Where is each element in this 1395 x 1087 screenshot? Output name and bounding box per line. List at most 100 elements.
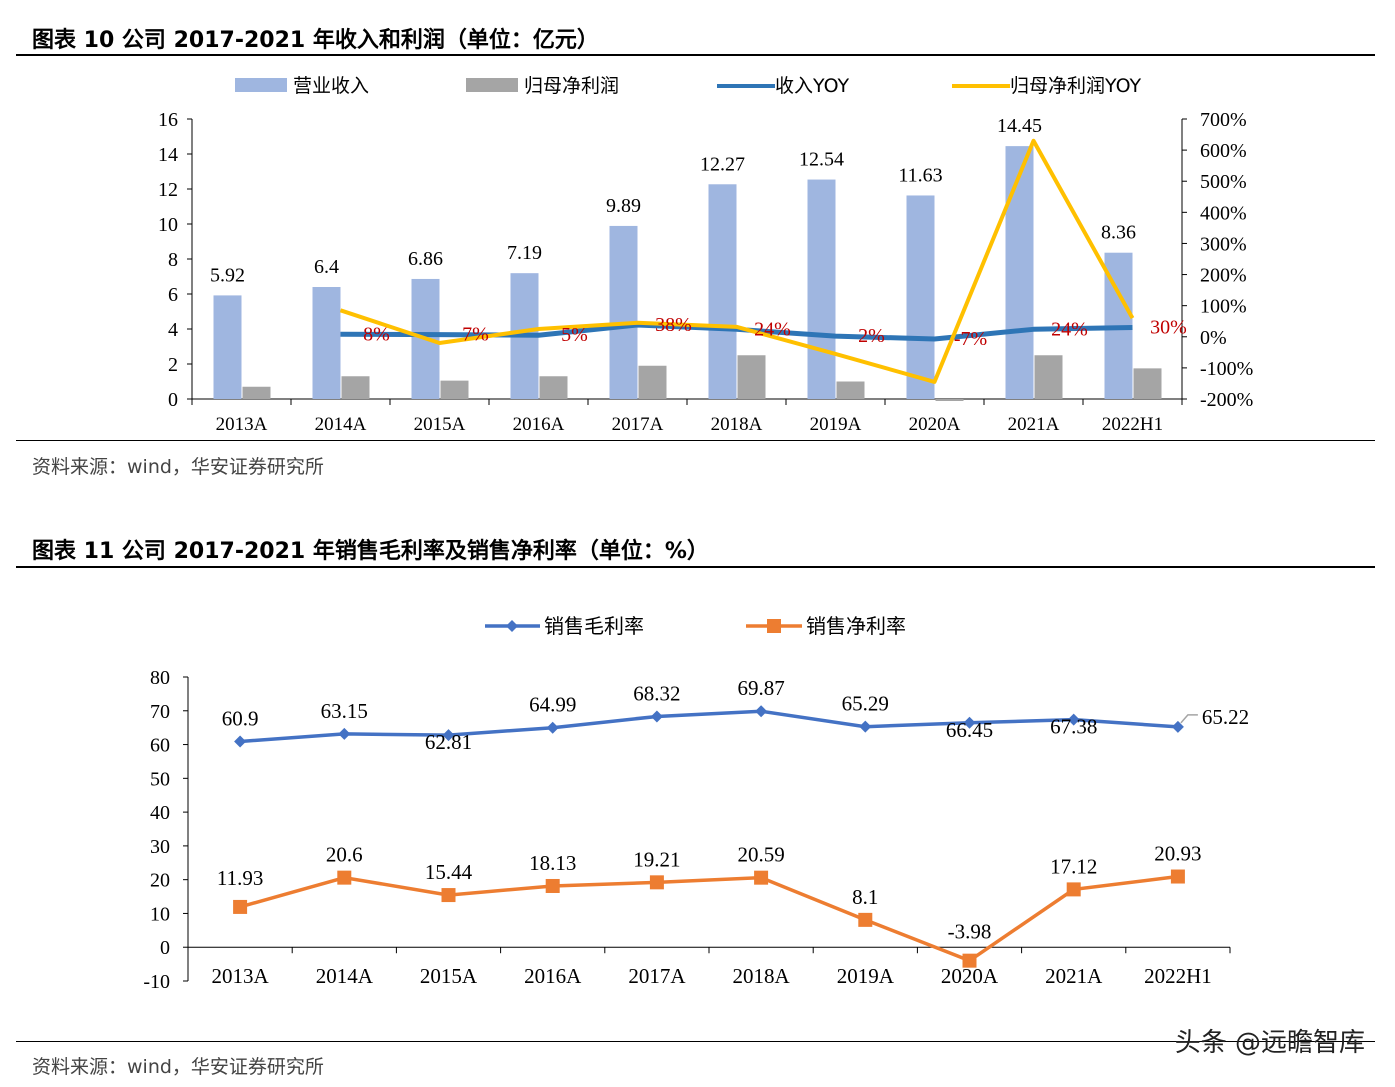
revenue-yoy-label: 5%	[561, 324, 588, 346]
x-tick-label: 2017A	[628, 964, 686, 988]
revenue-yoy-label: 38%	[655, 314, 692, 336]
revenue-label: 6.4	[314, 256, 339, 278]
revenue-yoy-label: 24%	[1051, 318, 1088, 340]
net-margin-label: 18.13	[529, 851, 576, 875]
figure10-bottom-rule	[16, 440, 1375, 441]
net-margin-label: 20.59	[737, 843, 784, 867]
net-margin-line	[239, 874, 1179, 963]
x-tick-label: 2018A	[711, 414, 763, 435]
net-profit-yoy-line	[339, 138, 1135, 384]
revenue-bar	[312, 287, 341, 399]
revenue-label: 14.45	[997, 115, 1042, 137]
revenue-label: 6.86	[408, 248, 443, 270]
revenue-yoy-label: 2%	[858, 325, 885, 347]
x-tick-label: 2017A	[612, 414, 664, 435]
left-tick-label: -10	[143, 971, 170, 993]
left-tick-label: 20	[150, 870, 170, 892]
revenue-yoy-label: 7%	[462, 324, 489, 346]
left-tick-label: 6	[168, 284, 178, 306]
gross-margin-label: 62.81	[425, 730, 472, 754]
net-margin-marker	[962, 953, 977, 968]
right-tick-label: 300%	[1200, 233, 1247, 255]
gross-margin-label: 63.15	[321, 699, 368, 723]
revenue-bar	[708, 184, 737, 399]
x-tick-label: 2020A	[941, 964, 999, 988]
revenue-label: 9.89	[606, 195, 641, 217]
x-tick-label: 2021A	[1008, 414, 1060, 435]
gross-margin-marker	[1067, 713, 1080, 726]
right-tick-label: 700%	[1200, 109, 1247, 131]
net-profit-bar	[341, 376, 370, 399]
x-tick-label: 2014A	[315, 414, 367, 435]
revenue-yoy-label: 30%	[1150, 316, 1187, 338]
legend-marker	[506, 620, 518, 632]
revenue-bar	[213, 295, 242, 399]
net-profit-bar	[737, 355, 766, 399]
net-margin-marker	[649, 875, 664, 890]
legend-swatch	[466, 78, 518, 92]
net-margin-marker	[233, 899, 248, 914]
gross-margin-marker	[1171, 720, 1184, 733]
gross-margin-label: 69.87	[737, 676, 784, 700]
net-profit-bar	[638, 365, 667, 399]
left-tick-label: 8	[168, 249, 178, 271]
net-margin-marker	[545, 878, 560, 893]
x-tick-label: 2015A	[414, 414, 466, 435]
leader-line	[1180, 714, 1198, 724]
net-margin-marker	[858, 912, 873, 927]
right-tick-label: -200%	[1200, 389, 1253, 411]
gross-margin-label: 66.45	[946, 718, 993, 742]
x-tick-label: 2016A	[524, 964, 582, 988]
net-margin-label: 15.44	[425, 860, 473, 884]
legend-marker	[767, 619, 781, 633]
gross-margin-marker	[546, 721, 559, 734]
net-margin-label: 17.12	[1050, 854, 1097, 878]
figure11-source: 资料来源：wind，华安证券研究所	[32, 1056, 324, 1078]
figure10-top-rule	[16, 54, 1375, 56]
net-profit-bar	[440, 380, 469, 399]
left-tick-label: 0	[160, 937, 170, 959]
net-profit-bar	[1133, 368, 1162, 399]
x-tick-label: 2022H1	[1144, 964, 1212, 988]
net-margin-label: 11.93	[217, 866, 263, 890]
left-tick-label: 4	[168, 319, 178, 341]
gross-margin-marker	[963, 716, 976, 729]
revenue-yoy-label: 8%	[363, 323, 390, 345]
net-profit-bar	[242, 386, 271, 399]
net-margin-marker	[337, 870, 352, 885]
revenue-bar	[609, 225, 638, 399]
right-tick-label: 200%	[1200, 265, 1247, 287]
left-tick-label: 40	[150, 802, 170, 824]
left-tick-label: 60	[150, 735, 170, 757]
net-margin-label: 20.93	[1154, 842, 1201, 866]
figure11-top-rule	[16, 566, 1375, 568]
left-tick-label: 16	[158, 109, 178, 131]
gross-margin-label: 65.29	[842, 692, 889, 716]
revenue-bar	[807, 179, 836, 399]
net-margin-label: 19.21	[633, 847, 680, 871]
x-tick-label: 2020A	[909, 414, 961, 435]
left-tick-label: 10	[158, 214, 178, 236]
gross-margin-label: 60.9	[222, 707, 259, 731]
revenue-label: 11.63	[898, 164, 942, 186]
gross-margin-marker	[650, 710, 663, 723]
revenue-bar	[906, 195, 935, 399]
revenue-label: 12.27	[700, 153, 745, 175]
revenue-yoy-line	[340, 322, 1133, 342]
net-profit-bar	[836, 381, 865, 399]
gross-margin-marker	[442, 729, 455, 742]
x-tick-label: 2013A	[216, 414, 268, 435]
revenue-bar	[1005, 146, 1034, 399]
gross-margin-label: 64.99	[529, 693, 576, 717]
gross-margin-marker	[755, 705, 768, 718]
net-margin-label: 8.1	[852, 885, 878, 909]
gross-margin-label: 67.38	[1050, 715, 1097, 739]
left-tick-label: 2	[168, 354, 178, 376]
legend-label: 归母净利润	[524, 75, 619, 97]
left-tick-label: 80	[150, 667, 170, 689]
gross-margin-label: 68.32	[633, 681, 680, 705]
net-profit-bar	[935, 399, 964, 401]
gross-margin-marker	[338, 727, 351, 740]
right-tick-label: 400%	[1200, 202, 1247, 224]
revenue-yoy-label: 24%	[754, 318, 791, 340]
